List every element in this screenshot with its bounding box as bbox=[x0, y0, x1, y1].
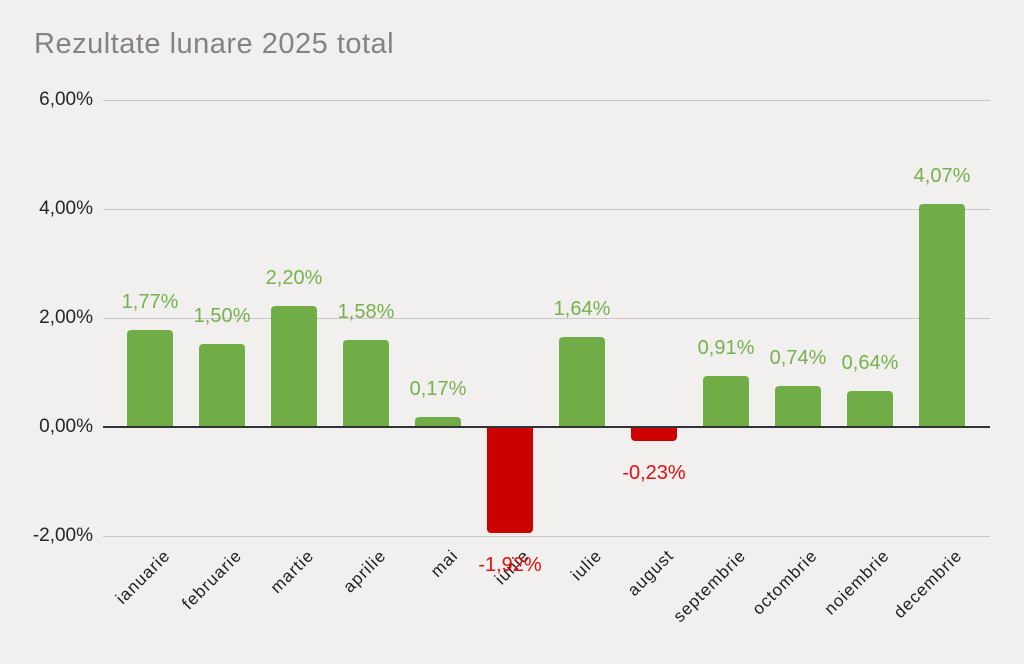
bar-iulie bbox=[559, 336, 605, 426]
x-axis-label-decembrie: decembrie bbox=[889, 546, 966, 622]
bar-value-label-august: -0,23% bbox=[622, 461, 686, 484]
bar-value-label-februarie: 1,50% bbox=[193, 305, 251, 328]
bar-aprilie bbox=[343, 339, 389, 426]
bar-martie bbox=[271, 306, 317, 426]
y-axis-label: -2,00% bbox=[32, 525, 93, 546]
bar-value-label-ianuarie: 1,77% bbox=[121, 290, 179, 313]
bar-februarie bbox=[199, 344, 245, 426]
x-axis-label-aprilie: aprilie bbox=[338, 546, 390, 597]
y-axis-label: 4,00% bbox=[39, 198, 93, 219]
gridline--2,00% bbox=[103, 536, 990, 537]
bar-value-label-septembrie: 0,91% bbox=[697, 337, 755, 360]
x-axis-label-martie: martie bbox=[266, 546, 318, 598]
bar-octombrie bbox=[775, 385, 821, 426]
gridline-6,00% bbox=[103, 100, 990, 101]
bar-value-label-iulie: 1,64% bbox=[553, 297, 611, 320]
y-axis-label: 0,00% bbox=[39, 416, 93, 437]
x-axis-label-octombrie: octombrie bbox=[748, 546, 822, 619]
gridline-2,00% bbox=[103, 318, 990, 319]
bar-value-label-martie: 2,20% bbox=[265, 267, 323, 290]
x-axis-label-august: august bbox=[623, 546, 678, 600]
x-axis-zero-line bbox=[103, 426, 990, 428]
bar-value-label-mai: 0,17% bbox=[409, 377, 467, 400]
bar-mai bbox=[415, 416, 461, 426]
bar-value-label-iunie: -1,92% bbox=[478, 553, 542, 576]
gridline-4,00% bbox=[103, 209, 990, 210]
chart-title: Rezultate lunare 2025 total bbox=[34, 28, 395, 60]
bar-value-label-aprilie: 1,58% bbox=[337, 300, 395, 323]
bar-noiembrie bbox=[847, 391, 893, 426]
x-axis-label-septembrie: septembrie bbox=[669, 546, 750, 626]
bar-value-label-octombrie: 0,74% bbox=[769, 346, 827, 369]
bar-septembrie bbox=[703, 376, 749, 426]
bar-decembrie bbox=[919, 204, 965, 426]
x-axis-label-ianuarie: ianuarie bbox=[111, 546, 174, 608]
bar-value-label-noiembrie: 0,64% bbox=[841, 352, 899, 375]
bar-august bbox=[631, 428, 677, 441]
x-axis-label-noiembrie: noiembrie bbox=[820, 546, 894, 619]
bar-iunie bbox=[487, 428, 533, 533]
bar-ianuarie bbox=[127, 329, 173, 426]
bar-value-label-decembrie: 4,07% bbox=[913, 165, 971, 188]
y-axis-label: 6,00% bbox=[39, 89, 93, 110]
y-axis-label: 2,00% bbox=[39, 307, 93, 328]
x-axis-label-februarie: februarie bbox=[178, 546, 246, 614]
